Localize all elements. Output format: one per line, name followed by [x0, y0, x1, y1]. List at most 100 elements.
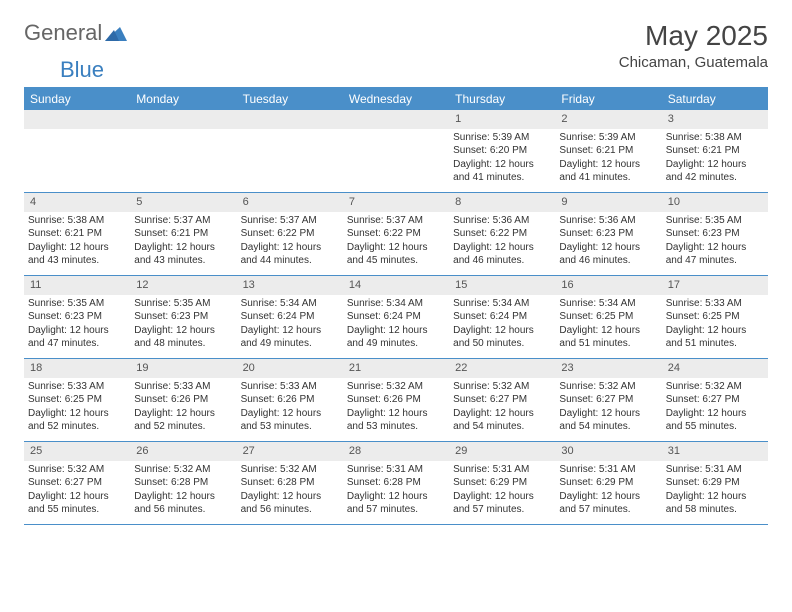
- daylight-text: Daylight: 12 hours and 49 minutes.: [241, 324, 339, 351]
- daylight-text: Daylight: 12 hours and 49 minutes.: [347, 324, 445, 351]
- day-cell: 14Sunrise: 5:34 AMSunset: 6:24 PMDayligh…: [343, 276, 449, 358]
- day-number: 2: [555, 110, 661, 129]
- sunset-text: Sunset: 6:27 PM: [453, 393, 551, 407]
- day-cell: 29 Sunrise: 5:31 AMSunset: 6:29 PMDayligh…: [449, 442, 555, 524]
- day-cell: 5Sunrise: 5:37 AMSunset: 6:21 PMDaylight…: [130, 193, 236, 275]
- day-number: 22: [449, 359, 555, 378]
- sunrise-text: Sunrise: 5:37 AM: [241, 214, 339, 228]
- sunset-text: Sunset: 6:26 PM: [347, 393, 445, 407]
- sunset-text: Sunset: 6:27 PM: [559, 393, 657, 407]
- sunset-text: Sunset: 6:27 PM: [28, 476, 126, 490]
- day-number: 17: [662, 276, 768, 295]
- week-row: 18Sunrise: 5:33 AMSunset: 6:25 PMDayligh…: [24, 359, 768, 442]
- day-cell: 25Sunrise: 5:32 AMSunset: 6:27 PMDayligh…: [24, 442, 130, 524]
- weeks-container: 1Sunrise: 5:39 AMSunset: 6:20 PMDaylight…: [24, 110, 768, 525]
- sunrise-text: Sunrise: 5:31 AM: [453, 463, 551, 477]
- sunset-text: Sunset: 6:22 PM: [241, 227, 339, 241]
- day-cell: [24, 110, 130, 192]
- daylight-text: Daylight: 12 hours and 57 minutes.: [559, 490, 657, 517]
- day-number: 10: [662, 193, 768, 212]
- sunrise-text: Sunrise: 5:32 AM: [134, 463, 232, 477]
- day-cell: 18Sunrise: 5:33 AMSunset: 6:25 PMDayligh…: [24, 359, 130, 441]
- day-number: 9: [555, 193, 661, 212]
- daylight-text: Daylight: 12 hours and 58 minutes.: [666, 490, 764, 517]
- sunset-text: Sunset: 6:21 PM: [666, 144, 764, 158]
- weekday-header-row: Sunday Monday Tuesday Wednesday Thursday…: [24, 88, 768, 110]
- daylight-text: Daylight: 12 hours and 51 minutes.: [666, 324, 764, 351]
- day-number: [130, 110, 236, 129]
- day-number: 30: [555, 442, 661, 461]
- daylight-text: Daylight: 12 hours and 46 minutes.: [453, 241, 551, 268]
- day-cell: [130, 110, 236, 192]
- sunset-text: Sunset: 6:20 PM: [453, 144, 551, 158]
- day-cell: 11Sunrise: 5:35 AMSunset: 6:23 PMDayligh…: [24, 276, 130, 358]
- sunrise-text: Sunrise: 5:34 AM: [453, 297, 551, 311]
- sunset-text: Sunset: 6:28 PM: [134, 476, 232, 490]
- day-number: 20: [237, 359, 343, 378]
- day-cell: 12Sunrise: 5:35 AMSunset: 6:23 PMDayligh…: [130, 276, 236, 358]
- day-cell: 17Sunrise: 5:33 AMSunset: 6:25 PMDayligh…: [662, 276, 768, 358]
- day-cell: 31Sunrise: 5:31 AMSunset: 6:29 PMDayligh…: [662, 442, 768, 524]
- sunrise-text: Sunrise: 5:35 AM: [666, 214, 764, 228]
- day-cell: 20Sunrise: 5:33 AMSunset: 6:26 PMDayligh…: [237, 359, 343, 441]
- day-number: [343, 110, 449, 129]
- day-cell: 9Sunrise: 5:36 AMSunset: 6:23 PMDaylight…: [555, 193, 661, 275]
- logo-text-blue: Blue: [60, 57, 792, 83]
- day-number: 15: [449, 276, 555, 295]
- daylight-text: Daylight: 12 hours and 54 minutes.: [453, 407, 551, 434]
- sunrise-text: Sunrise: 5:36 AM: [453, 214, 551, 228]
- day-number: 24: [662, 359, 768, 378]
- day-number: 18: [24, 359, 130, 378]
- logo-triangle-icon: [105, 25, 127, 41]
- daylight-text: Daylight: 12 hours and 52 minutes.: [134, 407, 232, 434]
- day-cell: 27Sunrise: 5:32 AMSunset: 6:28 PMDayligh…: [237, 442, 343, 524]
- sunset-text: Sunset: 6:22 PM: [453, 227, 551, 241]
- daylight-text: Daylight: 12 hours and 52 minutes.: [28, 407, 126, 434]
- sunrise-text: Sunrise: 5:37 AM: [347, 214, 445, 228]
- daylight-text: Daylight: 12 hours and 53 minutes.: [241, 407, 339, 434]
- daylight-text: Daylight: 12 hours and 55 minutes.: [666, 407, 764, 434]
- day-number: 19: [130, 359, 236, 378]
- sunset-text: Sunset: 6:28 PM: [347, 476, 445, 490]
- sunset-text: Sunset: 6:23 PM: [559, 227, 657, 241]
- day-number: 29: [449, 442, 555, 461]
- daylight-text: Daylight: 12 hours and 56 minutes.: [241, 490, 339, 517]
- daylight-text: Daylight: 12 hours and 50 minutes.: [453, 324, 551, 351]
- day-number: 14: [343, 276, 449, 295]
- day-cell: 1Sunrise: 5:39 AMSunset: 6:20 PMDaylight…: [449, 110, 555, 192]
- day-number: 23: [555, 359, 661, 378]
- sunrise-text: Sunrise: 5:34 AM: [241, 297, 339, 311]
- sunset-text: Sunset: 6:21 PM: [134, 227, 232, 241]
- sunrise-text: Sunrise: 5:38 AM: [666, 131, 764, 145]
- weekday-thursday: Thursday: [449, 88, 555, 110]
- day-cell: 26Sunrise: 5:32 AMSunset: 6:28 PMDayligh…: [130, 442, 236, 524]
- month-title: May 2025: [619, 20, 768, 52]
- day-cell: 6Sunrise: 5:37 AMSunset: 6:22 PMDaylight…: [237, 193, 343, 275]
- sunset-text: Sunset: 6:29 PM: [453, 476, 551, 490]
- day-cell: 30Sunrise: 5:31 AMSunset: 6:29 PMDayligh…: [555, 442, 661, 524]
- day-number: 4: [24, 193, 130, 212]
- sunrise-text: Sunrise: 5:38 AM: [28, 214, 126, 228]
- sunset-text: Sunset: 6:26 PM: [241, 393, 339, 407]
- daylight-text: Daylight: 12 hours and 47 minutes.: [28, 324, 126, 351]
- sunset-text: Sunset: 6:25 PM: [559, 310, 657, 324]
- day-number: 5: [130, 193, 236, 212]
- sunset-text: Sunset: 6:21 PM: [559, 144, 657, 158]
- sunset-text: Sunset: 6:21 PM: [28, 227, 126, 241]
- day-cell: 22Sunrise: 5:32 AMSunset: 6:27 PMDayligh…: [449, 359, 555, 441]
- day-number: 31: [662, 442, 768, 461]
- sunrise-text: Sunrise: 5:31 AM: [666, 463, 764, 477]
- day-cell: 13Sunrise: 5:34 AMSunset: 6:24 PMDayligh…: [237, 276, 343, 358]
- day-cell: [343, 110, 449, 192]
- day-cell: 23Sunrise: 5:32 AMSunset: 6:27 PMDayligh…: [555, 359, 661, 441]
- sunrise-text: Sunrise: 5:31 AM: [559, 463, 657, 477]
- day-cell: 8Sunrise: 5:36 AMSunset: 6:22 PMDaylight…: [449, 193, 555, 275]
- day-number: 3: [662, 110, 768, 129]
- daylight-text: Daylight: 12 hours and 44 minutes.: [241, 241, 339, 268]
- sunset-text: Sunset: 6:23 PM: [28, 310, 126, 324]
- day-cell: 3Sunrise: 5:38 AMSunset: 6:21 PMDaylight…: [662, 110, 768, 192]
- daylight-text: Daylight: 12 hours and 41 minutes.: [453, 158, 551, 185]
- daylight-text: Daylight: 12 hours and 43 minutes.: [134, 241, 232, 268]
- daylight-text: Daylight: 12 hours and 57 minutes.: [453, 490, 551, 517]
- daylight-text: Daylight: 12 hours and 55 minutes.: [28, 490, 126, 517]
